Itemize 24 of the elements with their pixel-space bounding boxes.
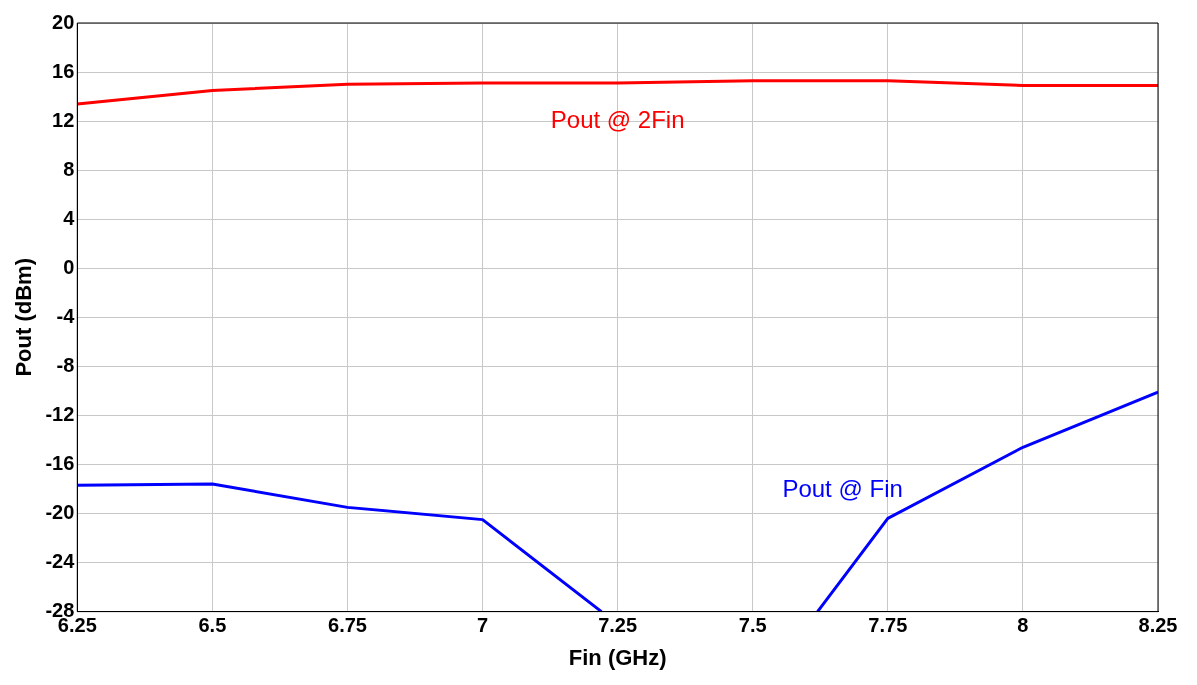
y-tick-label: 16 xyxy=(52,59,75,82)
x-tick-label: 7.5 xyxy=(738,614,767,637)
x-tick-label: 8 xyxy=(1017,614,1029,637)
x-tick-label: 7 xyxy=(477,614,489,637)
x-tick-label: 7.75 xyxy=(868,614,908,637)
y-tick-label: -16 xyxy=(45,451,75,474)
y-tick-label: 0 xyxy=(63,255,75,278)
y-tick-label: -12 xyxy=(45,402,75,425)
x-tick-label: 6.75 xyxy=(328,614,367,637)
y-tick-label: 8 xyxy=(63,157,75,180)
y-tick-label: 4 xyxy=(63,206,76,229)
x-tick-label: 6.5 xyxy=(198,614,227,637)
y-axis-title: Pout (dBm) xyxy=(11,258,37,377)
y-tick-label: -24 xyxy=(45,550,76,573)
y-tick-label: 20 xyxy=(52,10,75,33)
series-label: Pout @ 2Fin xyxy=(550,105,685,133)
y-tick-label: -20 xyxy=(45,501,75,524)
y-tick-label: -8 xyxy=(56,353,75,376)
y-tick-label: 12 xyxy=(52,108,75,131)
x-axis-title: Fin (GHz) xyxy=(568,644,667,670)
series-label: Pout @ Fin xyxy=(782,475,903,503)
y-tick-label: -4 xyxy=(56,304,76,327)
x-tick-label: 8.25 xyxy=(1138,614,1178,637)
x-tick-label: 7.25 xyxy=(598,614,638,637)
